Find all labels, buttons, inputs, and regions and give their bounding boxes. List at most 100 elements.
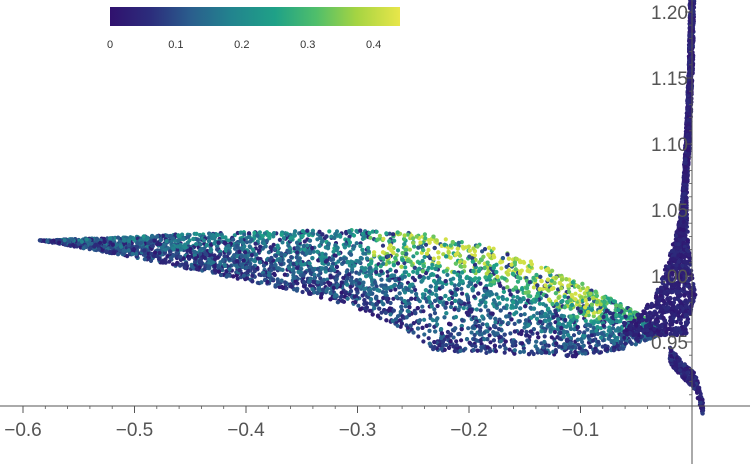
scatter-point xyxy=(582,291,587,296)
scatter-point xyxy=(335,300,340,305)
scatter-point xyxy=(258,260,263,265)
scatter-point xyxy=(175,244,180,249)
scatter-point xyxy=(326,241,331,246)
scatter-point xyxy=(167,249,173,254)
scatter-point xyxy=(547,318,552,323)
scatter-point xyxy=(352,263,357,268)
scatter-point xyxy=(513,339,518,345)
scatter-point xyxy=(394,294,399,299)
scatter-point xyxy=(218,252,223,257)
scatter-point xyxy=(454,339,459,344)
scatter-point xyxy=(518,299,524,304)
scatter-point xyxy=(502,350,507,355)
scatter-point xyxy=(462,264,467,269)
scatter-point xyxy=(412,265,417,270)
scatter-point xyxy=(531,275,536,281)
scatter-point xyxy=(354,241,359,246)
scatter-point xyxy=(502,343,507,348)
scatter-point xyxy=(232,246,238,251)
scatter-point xyxy=(420,269,425,274)
scatter-point xyxy=(440,284,445,290)
scatter-point xyxy=(611,299,617,304)
scatter-point xyxy=(551,315,556,320)
scatter-point xyxy=(436,255,441,260)
scatter-point xyxy=(422,254,427,260)
scatter-point xyxy=(281,236,287,241)
scatter-point xyxy=(474,307,479,312)
scatter-point xyxy=(370,282,375,287)
scatter-point xyxy=(312,290,317,295)
scatter-point xyxy=(392,238,397,243)
scatter-point xyxy=(504,314,509,319)
scatter-point xyxy=(315,249,320,254)
scatter-point xyxy=(422,332,427,337)
scatter-point xyxy=(467,280,472,285)
scatter-point xyxy=(181,237,186,242)
scatter-point xyxy=(62,238,67,243)
scatter-point xyxy=(380,243,386,248)
scatter-point xyxy=(395,314,401,319)
scatter-point xyxy=(591,321,596,326)
scatter-point xyxy=(422,317,427,322)
scatter-point xyxy=(522,312,527,317)
scatter-point xyxy=(500,256,505,261)
scatter-point xyxy=(244,240,249,245)
scatter-point xyxy=(436,250,441,255)
scatter-point xyxy=(296,269,301,274)
scatter-point xyxy=(174,251,179,256)
scatter-point xyxy=(247,244,252,249)
scatter-point xyxy=(539,265,544,270)
scatter-point xyxy=(486,269,491,274)
scatter-point xyxy=(562,330,567,335)
scatter-point xyxy=(583,305,588,310)
scatter-point xyxy=(518,312,524,318)
scatter-point xyxy=(358,255,363,261)
scatter-point xyxy=(162,250,167,255)
scatter-point xyxy=(69,237,75,242)
scatter-point xyxy=(224,269,229,274)
scatter-point xyxy=(507,314,512,319)
scatter-point xyxy=(279,232,284,237)
scatter-point xyxy=(152,238,157,243)
scatter-point xyxy=(573,297,578,302)
scatter-point xyxy=(278,261,283,267)
scatter-point xyxy=(94,236,99,241)
scatter-point xyxy=(242,232,247,237)
scatter-point xyxy=(188,246,193,251)
scatter-point xyxy=(292,275,298,280)
scatter-point xyxy=(427,289,432,294)
scatter-point xyxy=(180,262,185,267)
scatter-point xyxy=(198,242,203,247)
scatter-point xyxy=(356,303,361,308)
scatter-point xyxy=(589,302,595,307)
scatter-point xyxy=(480,314,485,319)
scatter-point xyxy=(545,324,550,329)
scatter-point xyxy=(361,280,366,285)
scatter-point xyxy=(402,270,407,275)
scatter-point xyxy=(432,324,437,329)
scatter-point xyxy=(432,307,437,312)
scatter-point xyxy=(301,272,306,278)
scatter-point xyxy=(618,303,623,308)
scatter-point xyxy=(253,241,258,246)
scatter-point xyxy=(531,306,537,311)
scatter-point xyxy=(369,277,375,282)
scatter-point xyxy=(448,243,453,248)
scatter-point xyxy=(483,300,488,305)
scatter-point xyxy=(415,306,420,311)
scatter-point xyxy=(301,284,307,289)
scatter-point xyxy=(412,278,417,283)
scatter-point xyxy=(273,262,278,268)
scatter-point xyxy=(291,266,296,271)
scatter-point xyxy=(539,279,544,284)
scatter-point xyxy=(483,275,488,280)
scatter-point xyxy=(518,350,523,355)
scatter-point xyxy=(212,253,217,258)
scatter-point xyxy=(505,285,510,290)
scatter-point xyxy=(435,303,440,309)
scatter-point xyxy=(511,300,516,305)
scatter-point xyxy=(420,325,425,330)
scatter-point xyxy=(333,243,338,248)
scatter-point xyxy=(293,229,298,234)
scatter-point xyxy=(112,250,117,256)
